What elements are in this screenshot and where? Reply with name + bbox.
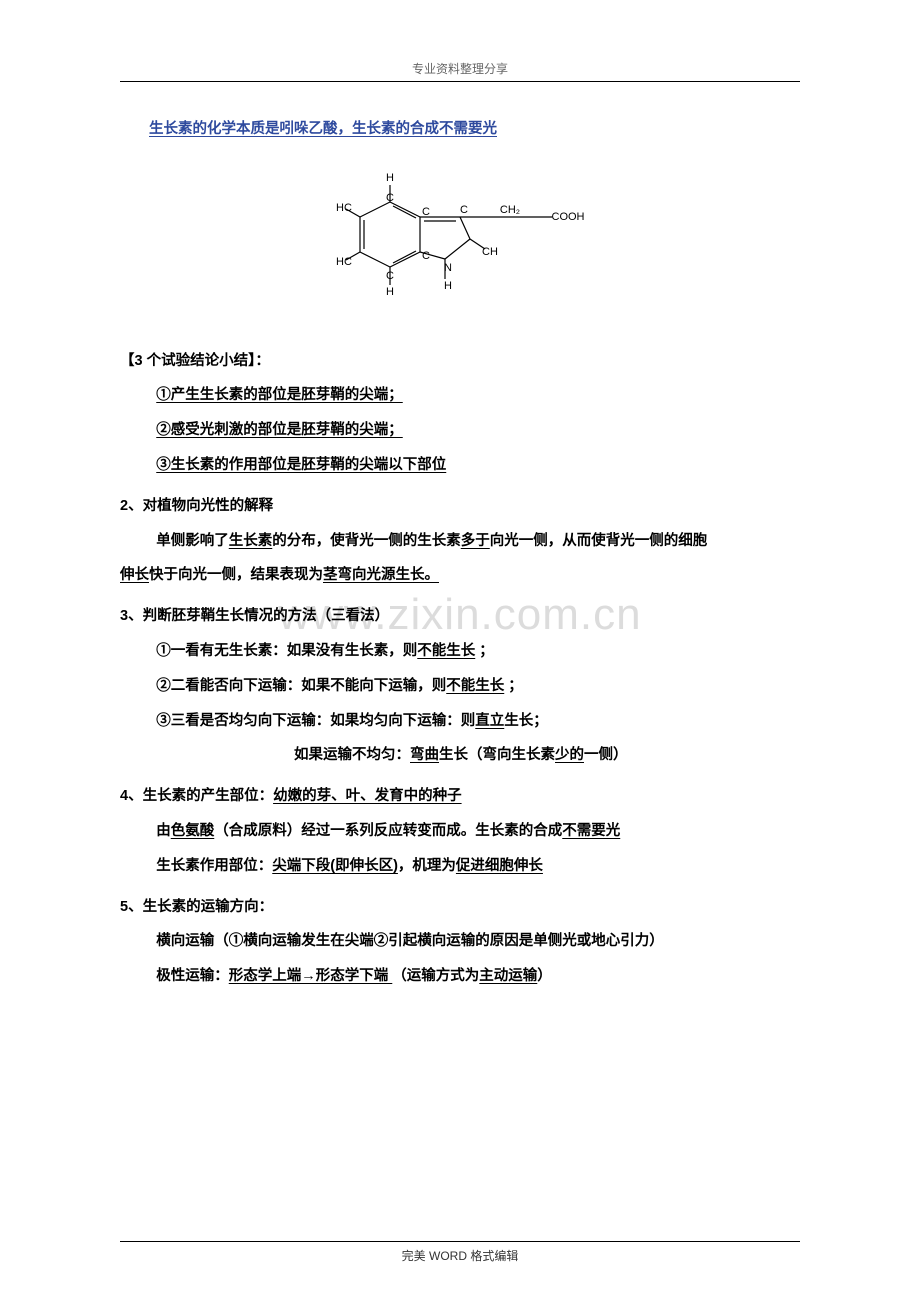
s5-2b: （运输方式为 [392,968,479,984]
conclusion-item-3: ③生长素的作用部位是胚芽鞘的尖端以下部位 [120,448,800,483]
conclusion-item-3-text: ③生长素的作用部位是胚芽鞘的尖端以下部位 [156,457,446,473]
conclusion-item-2: ②感受光刺激的部位是胚芽鞘的尖端； [120,413,800,448]
s3-2u: 不能生长 [446,678,504,694]
s3-1a: ①一看有无生长素：如果没有生长素，则 [156,643,417,659]
s4-2u1: 色氨酸 [171,823,215,839]
s4-2b: （合成原料）经过一系列反应转变而成。生长素的合成 [214,823,562,839]
header-rule [120,81,800,82]
svg-text:C: C [386,192,394,204]
s4-3b: ，机理为 [398,858,456,874]
s5-2u2: 主动运输 [479,968,537,984]
page-header: 专业资料整理分享 [120,60,800,77]
s4-tu: 幼嫩的芽、叶、发育中的种子 [273,788,462,804]
s2-u1: 生长素 [229,533,273,549]
s3-4c: 一侧） [584,747,628,763]
page-footer: 完美 WORD 格式编辑 [0,1247,920,1264]
s3-3a: ③三看是否均匀向下运输：如果均匀向下运输：则 [156,713,475,729]
s3-4u2: 少的 [555,747,584,763]
s3-3b: 生长； [504,713,548,729]
svg-text:C: C [422,250,430,262]
svg-text:N: N [444,262,452,274]
top-statement-text: 生长素的化学本质是吲哚乙酸，生长素的合成不需要光 [149,121,497,137]
s5-2a: 极性运输： [156,968,229,984]
s4-2u2: 不需要光 [562,823,620,839]
section-5-title: 5、生长素的运输方向： [120,890,800,925]
s2-a: 单侧影响了 [156,533,229,549]
s5-2c: ） [537,968,552,984]
svg-text:COOH: COOH [552,211,585,223]
s2-u2: 多于 [461,533,490,549]
conclusion-item-2-text: ②感受光刺激的部位是胚芽鞘的尖端； [156,422,403,438]
s3-1b: ； [475,643,494,659]
section-3-item-3: ③三看是否均匀向下运输：如果均匀向下运输：则直立生长； [120,704,800,739]
s3-3u: 直立 [475,713,504,729]
section-5-line-2: 极性运输：形态学上端→形态学下端 （运输方式为主动运输） [120,959,800,994]
s2-d: 快于向光一侧，结果表现为 [149,567,323,583]
svg-text:H: H [386,286,394,298]
section-4-line-3: 生长素作用部位：尖端下段(即伸长区)，机理为促进细胞伸长 [120,849,800,884]
svg-text:CH: CH [482,246,498,258]
s3-1u: 不能生长 [417,643,475,659]
section-4-title: 4、生长素的产生部位：幼嫩的芽、叶、发育中的种子 [120,779,800,814]
section-5-line-1: 横向运输（①横向运输发生在尖端②引起横向运输的原因是单侧光或地心引力） [120,924,800,959]
s3-2a: ②二看能否向下运输：如果不能向下运输，则 [156,678,446,694]
s4-3a: 生长素作用部位： [156,858,272,874]
section-3-title: 3、判断胚芽鞘生长情况的方法（三看法） [120,599,800,634]
s4-3u2: 促进细胞伸长 [456,858,543,874]
s3-4a: 如果运输不均匀： [294,747,410,763]
svg-text:C: C [422,206,430,218]
section-3-item-2: ②二看能否向下运输：如果不能向下运输，则不能生长 ； [120,669,800,704]
s3-4b: 生长（弯向生长素 [439,747,555,763]
conclusion-heading: 【3 个试验结论小结】： [120,344,800,379]
s2-u3: 伸长 [120,567,149,583]
s4-2a: 由 [156,823,171,839]
conclusion-item-1: ①产生生长素的部位是胚芽鞘的尖端； [120,378,800,413]
section-4-line-2: 由色氨酸（合成原料）经过一系列反应转变而成。生长素的合成不需要光 [120,814,800,849]
s3-2b: ； [504,678,523,694]
section-2-title: 2、对植物向光性的解释 [120,489,800,524]
svg-text:HC: HC [336,256,352,268]
svg-text:H: H [444,280,452,292]
svg-text:C: C [460,204,468,216]
section-2-body: 单侧影响了生长素的分布，使背光一侧的生长素多于向光一侧，从而使背光一侧的细胞 [120,524,800,559]
section-3-item-1: ①一看有无生长素：如果没有生长素，则不能生长 ； [120,634,800,669]
s2-b: 的分布，使背光一侧的生长素 [272,533,461,549]
svg-text:HC: HC [336,202,352,214]
section-2-body-cont: 伸长快于向光一侧，结果表现为茎弯向光源生长。 [120,558,800,593]
svg-text:H: H [386,172,394,184]
footer-rule [120,1241,800,1242]
svg-text:C: C [386,270,394,282]
top-statement: 生长素的化学本质是吲哚乙酸，生长素的合成不需要光 [120,112,800,147]
s5-2u1: 形态学上端→形态学下端 [229,968,393,984]
s2-c: 向光一侧，从而使背光一侧的细胞 [490,533,708,549]
s4-ta: 4、生长素的产生部位： [120,788,273,804]
s4-3u1: 尖端下段(即伸长区) [272,858,398,874]
chemical-structure-diagram: H C HC HC C H C C C N H CH CH₂ COOH [120,167,800,326]
svg-text:CH₂: CH₂ [500,204,520,216]
section-3-item-4: 如果运输不均匀：弯曲生长（弯向生长素少的一侧） [120,738,800,773]
conclusion-item-1-text: ①产生生长素的部位是胚芽鞘的尖端； [156,387,403,403]
s3-4u1: 弯曲 [410,747,439,763]
document-content: 生长素的化学本质是吲哚乙酸，生长素的合成不需要光 [120,112,800,994]
s2-u4: 茎弯向光源生长。 [323,567,439,583]
